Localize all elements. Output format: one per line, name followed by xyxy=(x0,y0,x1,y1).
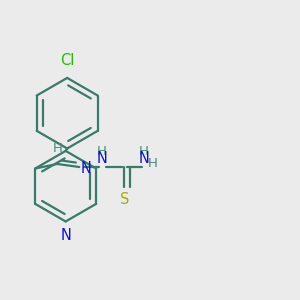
Text: N: N xyxy=(96,151,107,166)
Text: N: N xyxy=(138,151,149,166)
Text: H: H xyxy=(139,145,148,158)
Text: Cl: Cl xyxy=(60,53,74,68)
Text: H: H xyxy=(97,145,106,158)
Text: N: N xyxy=(80,161,91,176)
Text: H: H xyxy=(52,142,62,155)
Text: S: S xyxy=(120,193,129,208)
Text: H: H xyxy=(147,158,157,170)
Text: N: N xyxy=(60,228,71,243)
